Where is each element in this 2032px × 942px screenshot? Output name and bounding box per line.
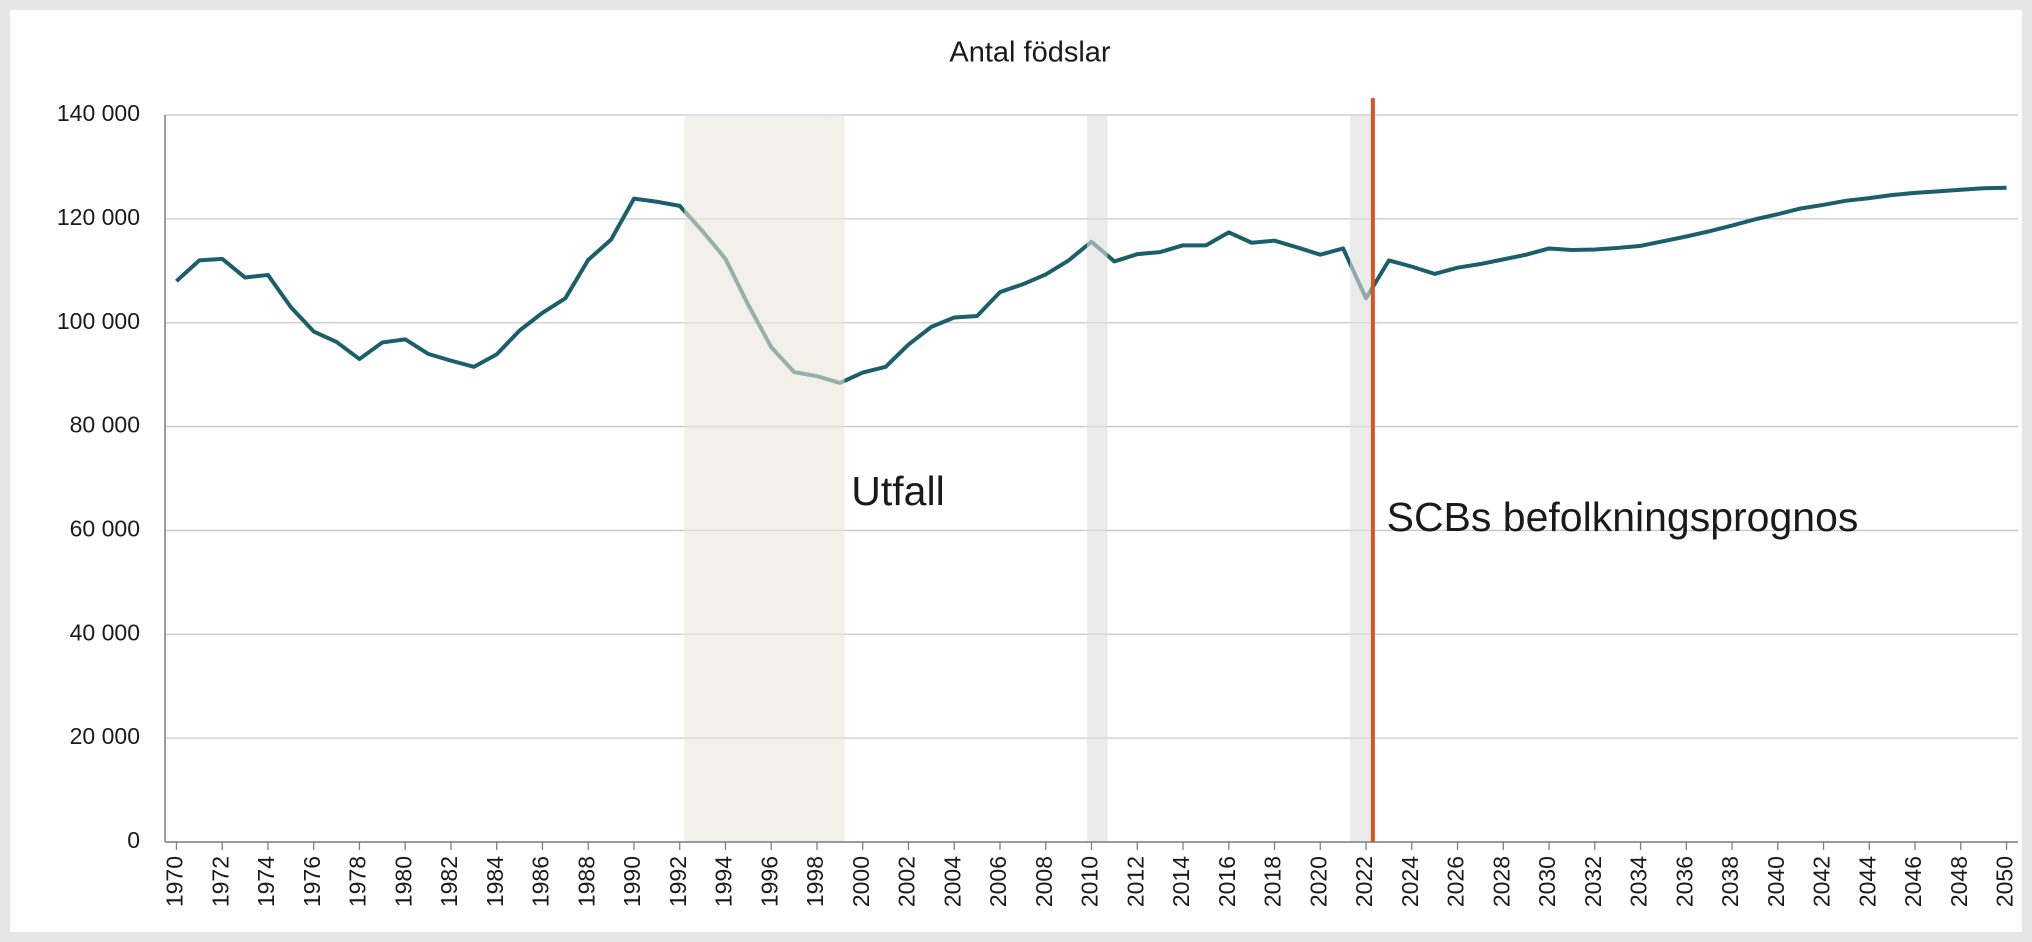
x-tick-label: 2046 (1900, 856, 1926, 907)
x-tick-label: 1976 (299, 856, 325, 907)
x-tick-label: 2008 (1031, 856, 1057, 907)
x-tick-label: 2010 (1077, 856, 1103, 907)
y-tick-label: 0 (127, 827, 140, 853)
x-tick-label: 2002 (894, 856, 920, 907)
x-tick-label: 2004 (939, 856, 965, 907)
x-tick-label: 1974 (253, 856, 279, 907)
x-tick-label: 1984 (482, 856, 508, 907)
x-tick-label: 2024 (1397, 856, 1423, 907)
chart-background (10, 10, 2022, 932)
x-tick-label: 2030 (1534, 856, 1560, 907)
x-tick-label: 1978 (345, 856, 371, 907)
x-tick-label: 2006 (985, 856, 1011, 907)
x-tick-label: 2036 (1671, 856, 1697, 907)
y-tick-label: 100 000 (57, 308, 140, 334)
x-tick-label: 2026 (1443, 856, 1469, 907)
x-tick-label: 1990 (619, 856, 645, 907)
x-tick-label: 1982 (436, 856, 462, 907)
x-tick-label: 1998 (802, 856, 828, 907)
shaded-period (1350, 115, 1371, 842)
y-tick-label: 60 000 (70, 516, 140, 542)
x-tick-label: 1980 (390, 856, 416, 907)
x-tick-label: 2034 (1626, 856, 1652, 907)
x-tick-label: 2048 (1946, 856, 1972, 907)
shaded-period (1086, 115, 1108, 842)
annotation: Utfall (851, 468, 944, 514)
x-tick-label: 1996 (756, 856, 782, 907)
y-tick-label: 120 000 (57, 204, 140, 230)
annotation: SCBs befolkningsprognos (1387, 494, 1859, 540)
x-tick-label: 1970 (162, 856, 188, 907)
x-tick-label: 2050 (1992, 856, 2018, 907)
x-tick-label: 1994 (711, 856, 737, 907)
y-tick-label: 40 000 (70, 619, 140, 645)
y-tick-label: 80 000 (70, 412, 140, 438)
x-tick-label: 2022 (1351, 856, 1377, 907)
x-tick-label: 2040 (1763, 856, 1789, 907)
x-tick-label: 2042 (1809, 856, 1835, 907)
x-tick-label: 1972 (207, 856, 233, 907)
x-tick-label: 2018 (1260, 856, 1286, 907)
x-tick-label: 2032 (1580, 856, 1606, 907)
y-tick-label: 20 000 (70, 723, 140, 749)
x-tick-label: 2012 (1122, 856, 1148, 907)
x-tick-label: 2038 (1717, 856, 1743, 907)
x-tick-label: 2014 (1168, 856, 1194, 907)
x-tick-label: 1988 (573, 856, 599, 907)
x-tick-label: 2044 (1854, 856, 1880, 907)
chart-title: Antal födslar (949, 37, 1111, 69)
y-tick-label: 140 000 (57, 100, 140, 126)
x-tick-label: 1992 (665, 856, 691, 907)
x-tick-label: 2028 (1488, 856, 1514, 907)
x-tick-label: 1986 (528, 856, 554, 907)
x-tick-label: 2000 (848, 856, 874, 907)
x-tick-label: 2020 (1305, 856, 1331, 907)
shaded-period (684, 115, 845, 842)
x-tick-label: 2016 (1214, 856, 1240, 907)
